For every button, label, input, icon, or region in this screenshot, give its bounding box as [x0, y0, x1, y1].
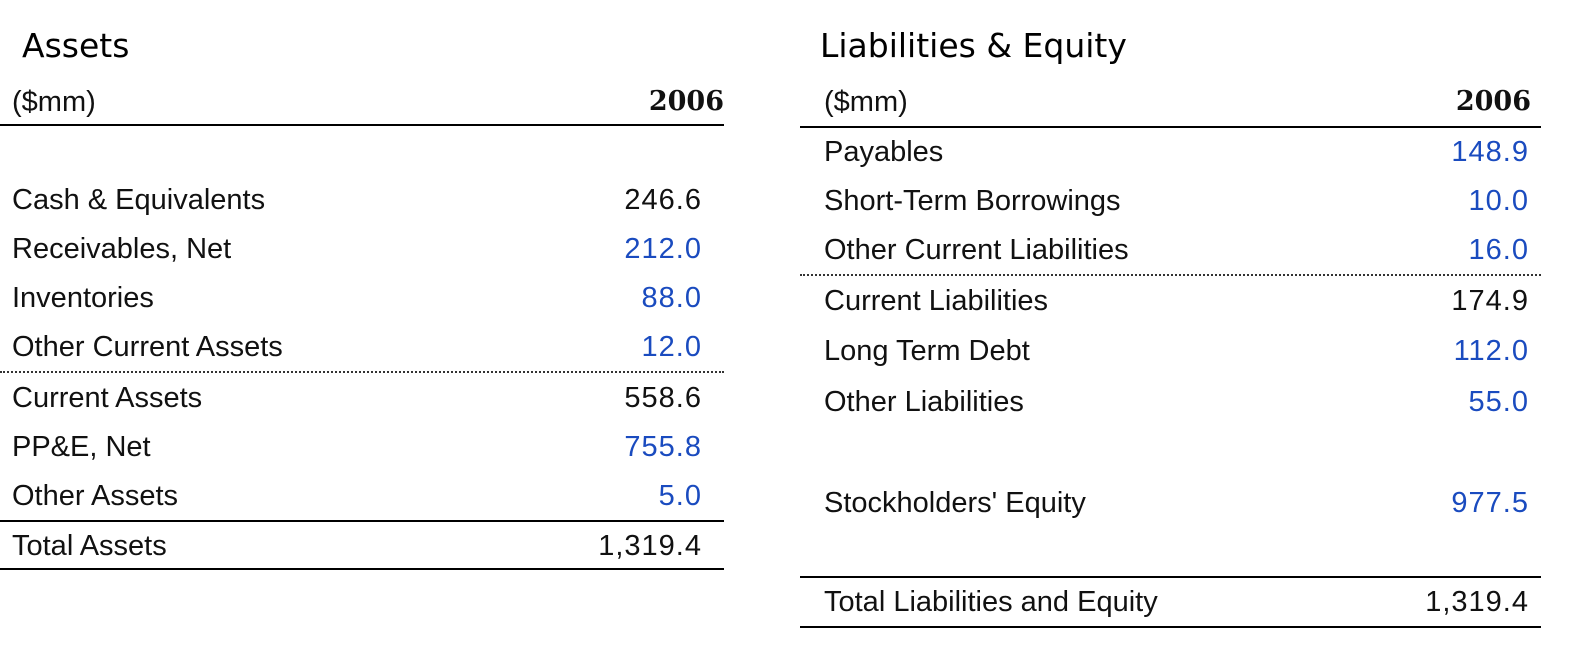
liabilities-header-row: ($mm) 2006 [800, 84, 1541, 128]
assets-row-other-assets: Other Assets 5.0 [0, 472, 724, 522]
row-value: 755.8 [624, 431, 702, 463]
total-divider [0, 520, 724, 522]
row-label: Other Current Liabilities [824, 234, 1129, 266]
total-underline [800, 626, 1541, 628]
total-underline [0, 568, 724, 570]
liab-row-stockholders-equity: Stockholders' Equity 977.5 [800, 479, 1541, 529]
row-value: 12.0 [641, 331, 702, 363]
row-label: Long Term Debt [824, 335, 1030, 367]
assets-unit-label: ($mm) [12, 86, 96, 118]
assets-row-other-current: Other Current Assets 12.0 [0, 323, 724, 373]
row-label: Other Liabilities [824, 386, 1024, 418]
liab-row-other-current: Other Current Liabilities 16.0 [800, 226, 1541, 276]
liab-row-other-liabilities: Other Liabilities 55.0 [800, 378, 1541, 428]
row-value: 246.6 [624, 184, 702, 216]
row-value: 558.6 [624, 382, 702, 414]
assets-row-cash: Cash & Equivalents 246.6 [0, 176, 724, 226]
row-value: 10.0 [1468, 185, 1529, 217]
liab-row-current-liabilities: Current Liabilities 174.9 [800, 277, 1541, 327]
subtotal-divider [0, 371, 724, 373]
liab-row-short-term: Short-Term Borrowings 10.0 [800, 177, 1541, 227]
row-label: Payables [824, 136, 944, 168]
row-label: Other Assets [12, 480, 179, 512]
row-value: 1,319.4 [1425, 586, 1529, 618]
assets-row-ppe: PP&E, Net 755.8 [0, 423, 724, 473]
row-value: 212.0 [624, 233, 702, 265]
liab-row-long-term-debt: Long Term Debt 112.0 [800, 327, 1541, 377]
row-label: Receivables, Net [12, 233, 232, 265]
assets-row-total: Total Assets 1,319.4 [0, 522, 724, 572]
row-label: Current Liabilities [824, 285, 1049, 317]
row-value: 1,319.4 [598, 530, 702, 562]
row-label: Short-Term Borrowings [824, 185, 1121, 217]
liabilities-unit-label: ($mm) [824, 86, 908, 118]
row-value: 112.0 [1453, 335, 1529, 367]
total-divider [800, 576, 1541, 578]
row-label: Total Liabilities and Equity [824, 586, 1158, 618]
assets-title: Assets [22, 26, 130, 65]
row-value: 5.0 [658, 480, 702, 512]
row-value: 88.0 [641, 282, 702, 314]
row-value: 16.0 [1468, 234, 1529, 266]
subtotal-divider [800, 274, 1541, 276]
liab-row-payables: Payables 148.9 [800, 128, 1541, 178]
liabilities-title: Liabilities & Equity [820, 26, 1127, 65]
row-value: 148.9 [1451, 136, 1529, 168]
row-value: 55.0 [1468, 386, 1529, 418]
assets-row-current-assets: Current Assets 558.6 [0, 374, 724, 424]
row-label: Inventories [12, 282, 154, 314]
row-value: 174.9 [1451, 285, 1529, 317]
assets-row-inventories: Inventories 88.0 [0, 274, 724, 324]
liab-row-total: Total Liabilities and Equity 1,319.4 [800, 578, 1541, 628]
liabilities-year-header: 2006 [1455, 86, 1531, 117]
row-label: Cash & Equivalents [12, 184, 266, 216]
row-label: Current Assets [12, 382, 203, 414]
assets-header-row: ($mm) 2006 [0, 82, 724, 126]
assets-year-header: 2006 [648, 86, 724, 117]
row-value: 977.5 [1451, 487, 1529, 519]
row-label: Total Assets [12, 530, 167, 562]
row-label: Stockholders' Equity [824, 487, 1086, 519]
assets-row-receivables: Receivables, Net 212.0 [0, 225, 724, 275]
row-label: PP&E, Net [12, 431, 151, 463]
row-label: Other Current Assets [12, 331, 283, 363]
